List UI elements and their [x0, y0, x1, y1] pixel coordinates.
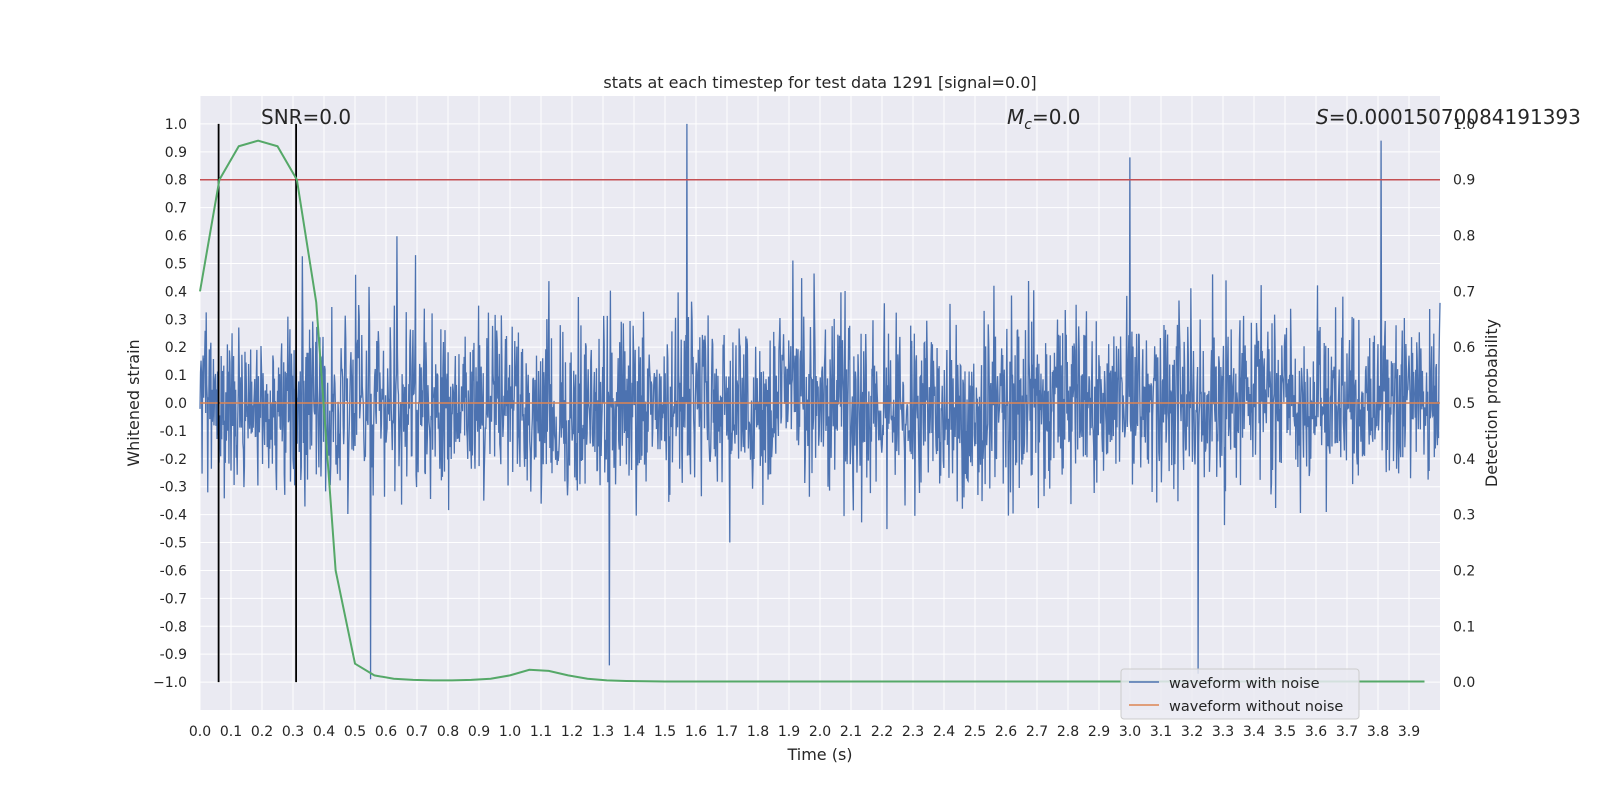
x-tick-label: 2.0 [809, 724, 831, 740]
y-tick-label: 0.9 [165, 145, 187, 161]
annotation-mc-subscript: c [1024, 117, 1032, 133]
x-tick-label: 2.8 [1057, 724, 1079, 740]
x-tick-label: 2.2 [871, 724, 893, 740]
legend: waveform with noise waveform without noi… [1120, 668, 1360, 720]
y-tick-label: -0.6 [160, 563, 187, 579]
x-tick-label: 1.4 [623, 724, 645, 740]
x-tick-label: 3.8 [1367, 724, 1389, 740]
y-tick-label: 1.0 [165, 117, 187, 133]
x-tick-label: 1.9 [778, 724, 800, 740]
y-tick-label: -0.7 [160, 591, 187, 607]
x-tick-label: 3.0 [1119, 724, 1141, 740]
x-tick-label: 1.7 [716, 724, 738, 740]
y-right-tick-label: 0.4 [1453, 452, 1475, 468]
y-tick-label: 0.3 [165, 312, 187, 328]
y-tick-label: 0.2 [165, 340, 187, 356]
x-tick-label: 3.4 [1243, 724, 1265, 740]
y-tick-label: -0.4 [160, 508, 187, 524]
x-tick-label: 1.8 [747, 724, 769, 740]
x-tick-label: 2.5 [964, 724, 986, 740]
y-tick-label: -0.9 [160, 647, 187, 663]
y-tick-label: 0.8 [165, 173, 187, 189]
y-axis-right-ticks: 1.0 0.9 0.8 0.7 0.6 0.5 0.4 0.3 0.2 0.1 0.0 [1453, 117, 1475, 691]
y-right-tick-label: 1.0 [1453, 117, 1475, 133]
y-right-tick-label: 0.5 [1453, 396, 1475, 412]
annotation-mc: Mc=0.0 [1007, 105, 1081, 133]
x-tick-label: 2.6 [995, 724, 1017, 740]
x-tick-label: 0.2 [251, 724, 273, 740]
x-tick-label: 0.4 [313, 724, 335, 740]
waveform-with-noise-line [199, 123, 1441, 680]
y-tick-label: −1.0 [153, 675, 187, 691]
x-tick-label: 3.5 [1274, 724, 1296, 740]
x-tick-label: 0.6 [375, 724, 397, 740]
x-tick-label: 0.8 [437, 724, 459, 740]
x-tick-label: 3.6 [1305, 724, 1327, 740]
detection-probability-line [199, 139, 1425, 683]
x-axis-ticks: 0.0 0.1 0.2 0.3 0.4 0.5 0.6 0.7 0.8 0.9 1.0 1.1 1.2 1… [189, 724, 1420, 740]
y-right-tick-label: 0.1 [1453, 619, 1475, 635]
y-tick-label: -0.1 [160, 424, 187, 440]
x-tick-label: 2.4 [933, 724, 955, 740]
annotation-s: S=0.00015070084191393 [1316, 105, 1581, 129]
y-tick-label: -0.3 [160, 480, 187, 496]
x-tick-label: 2.7 [1026, 724, 1048, 740]
overlays [199, 123, 1440, 683]
annotation-mc-symbol: M [1007, 105, 1024, 129]
y-right-tick-label: 0.6 [1453, 340, 1475, 356]
y-tick-label: 0.5 [165, 256, 187, 272]
y-right-tick-label: 0.3 [1453, 508, 1475, 524]
y-right-tick-label: 0.8 [1453, 229, 1475, 245]
x-tick-label: 2.1 [840, 724, 862, 740]
y-tick-label: -0.2 [160, 452, 187, 468]
x-tick-label: 1.6 [685, 724, 707, 740]
x-tick-label: 2.9 [1088, 724, 1110, 740]
chart-title: stats at each timestep for test data 129… [603, 73, 1036, 92]
x-tick-label: 3.3 [1212, 724, 1234, 740]
y-axis-title: Whitened strain [124, 339, 143, 466]
annotation-s-symbol: S [1316, 105, 1329, 129]
y-right-tick-label: 0.7 [1453, 284, 1475, 300]
x-axis-title: Time (s) [786, 745, 852, 764]
x-tick-label: 1.3 [592, 724, 614, 740]
y-right-tick-label: 0.0 [1453, 675, 1475, 691]
x-tick-label: 0.3 [282, 724, 304, 740]
x-tick-label: 1.0 [499, 724, 521, 740]
y-axis-right-title: Detection probability [1482, 319, 1501, 487]
annotation-s-value: =0.00015070084191393 [1329, 105, 1581, 129]
series-waveform-with-noise [199, 123, 1441, 680]
y-tick-label: 0.4 [165, 284, 187, 300]
y-right-tick-label: 0.9 [1453, 173, 1475, 189]
y-tick-label: 0.0 [165, 396, 187, 412]
x-tick-label: 1.1 [530, 724, 552, 740]
x-tick-label: 3.9 [1398, 724, 1420, 740]
x-tick-label: 0.5 [344, 724, 366, 740]
annotation-mc-value: =0.0 [1032, 105, 1081, 129]
y-tick-label: 0.1 [165, 368, 187, 384]
y-tick-label: -0.8 [160, 619, 187, 635]
y-tick-label: 0.7 [165, 201, 187, 217]
y-tick-label: -0.5 [160, 536, 187, 552]
x-tick-label: 3.7 [1336, 724, 1358, 740]
legend-box [1120, 668, 1360, 720]
x-tick-label: 1.2 [561, 724, 583, 740]
x-tick-label: 0.1 [220, 724, 242, 740]
annotation-snr: SNR=0.0 [261, 105, 351, 129]
y-right-tick-label: 0.2 [1453, 563, 1475, 579]
x-tick-label: 0.0 [189, 724, 211, 740]
x-tick-label: 3.1 [1150, 724, 1172, 740]
y-tick-label: 0.6 [165, 229, 187, 245]
legend-label-waveform-without-noise: waveform without noise [1169, 699, 1343, 715]
x-tick-label: 3.2 [1181, 724, 1203, 740]
x-tick-label: 2.3 [902, 724, 924, 740]
legend-label-waveform-with-noise: waveform with noise [1169, 676, 1320, 692]
x-tick-label: 1.5 [654, 724, 676, 740]
x-tick-label: 0.7 [406, 724, 428, 740]
y-axis-ticks: 1.0 0.9 0.8 0.7 0.6 0.5 0.4 0.3 0.2 0.1 0.0 -0.1 -0.… [153, 117, 187, 691]
x-tick-label: 0.9 [468, 724, 490, 740]
